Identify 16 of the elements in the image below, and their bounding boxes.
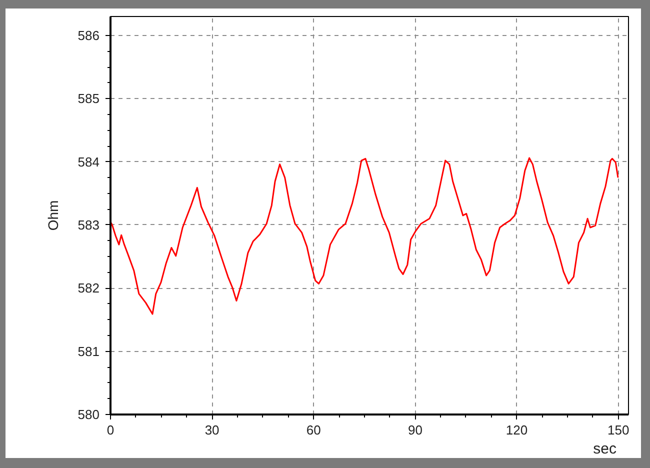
line-series xyxy=(110,157,619,315)
x-tick-label: 0 xyxy=(106,422,114,438)
y-axis-title: Ohm xyxy=(44,200,61,231)
y-tick-label: 581 xyxy=(78,344,100,359)
y-tick-label: 582 xyxy=(78,280,100,296)
x-tick-label: 150 xyxy=(608,422,630,438)
x-tick-label: 120 xyxy=(506,422,528,438)
x-tick-label: 30 xyxy=(204,422,220,438)
y-tick-label: 580 xyxy=(78,407,100,422)
y-tick-label: 583 xyxy=(78,217,100,232)
y-tick-label: 584 xyxy=(78,154,100,170)
x-tick-label: 60 xyxy=(306,422,321,438)
y-tick-label: 585 xyxy=(78,91,100,106)
x-tick-label: 90 xyxy=(408,422,422,438)
x-axis-title: sec xyxy=(593,440,617,458)
y-tick-label: 586 xyxy=(78,28,100,43)
